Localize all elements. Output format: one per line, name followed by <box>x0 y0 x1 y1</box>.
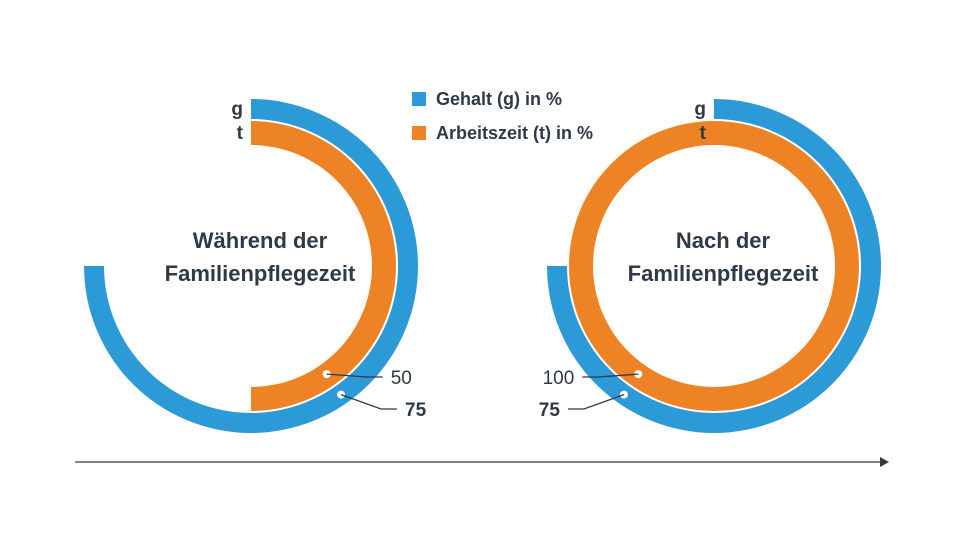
chart-1-title-line-2: Familienpflegezeit <box>165 261 356 286</box>
chart-1-leader-arbeitszeit <box>326 373 383 378</box>
legend-label-gehalt: Gehalt (g) in % <box>436 88 562 109</box>
time-arrow-head <box>880 457 889 467</box>
legend-entry-arbeitszeit: Arbeitszeit (t) in % <box>412 116 593 150</box>
legend-swatch-gehalt <box>412 92 426 106</box>
chart-1-value-label-arbeitszeit: 50 <box>391 368 412 389</box>
chart-1-ring-label-t: t <box>237 123 244 144</box>
chart-2-title-line-1: Nach der <box>676 228 771 253</box>
chart-2-leader-arbeitszeit <box>582 373 639 378</box>
chart-1-title-line-1: Während der <box>193 228 328 253</box>
legend: Gehalt (g) in % Arbeitszeit (t) in % <box>412 82 593 150</box>
chart-1-ring-label-g: g <box>231 99 243 120</box>
chart-2-ring-label-t: t <box>700 123 707 144</box>
chart-1-ring-arbeitszeit <box>251 121 396 411</box>
chart-1-leader-gehalt <box>340 393 398 410</box>
chart-2-title-line-2: Familienpflegezeit <box>628 261 819 286</box>
chart-2-value-label-gehalt: 75 <box>539 400 561 421</box>
chart-1-value-label-gehalt: 75 <box>405 400 427 421</box>
chart-2-ring-label-g: g <box>694 99 706 120</box>
chart-2-leader-gehalt <box>567 393 625 410</box>
legend-label-arbeitszeit: Arbeitszeit (t) in % <box>436 122 594 143</box>
legend-swatch-arbeitszeit <box>412 126 426 140</box>
chart-2-value-label-arbeitszeit: 100 <box>543 368 575 389</box>
legend-entry-gehalt: Gehalt (g) in % <box>412 82 593 116</box>
